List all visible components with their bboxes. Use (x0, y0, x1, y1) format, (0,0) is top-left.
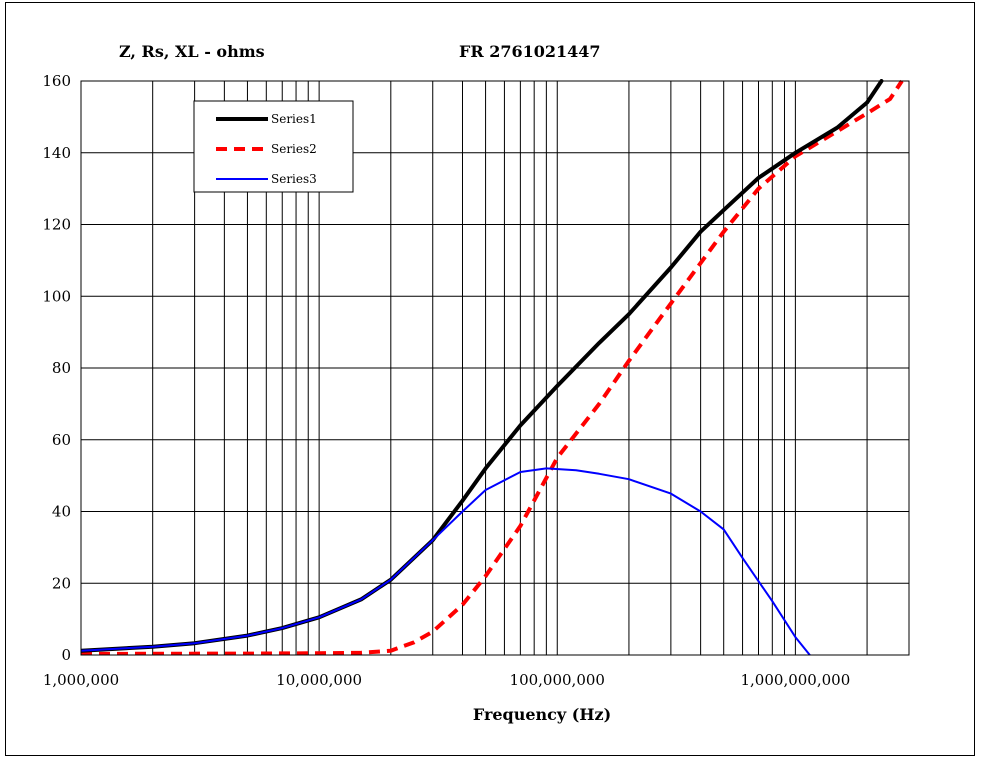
chart-svg: 0 20 40 60 80 100 120 140 160 1,000,000 10,000,000… (42, 42, 910, 724)
series-lines (81, 79, 904, 655)
legend-label-series3: Series3 (271, 172, 317, 186)
legend-label-series2: Series2 (271, 142, 317, 156)
x-tick-label: 10,000,000 (276, 671, 362, 689)
y-tick-label: 100 (42, 287, 71, 305)
plot-border (80, 80, 910, 656)
chart-title: FR 2761021447 (459, 42, 601, 61)
y-tick-label: 140 (42, 144, 71, 162)
chart-frame: 0 20 40 60 80 100 120 140 160 1,000,000 10,000,000… (5, 2, 975, 756)
y-axis-label: Z, Rs, XL - ohms (119, 42, 265, 61)
y-tick-label: 120 (42, 216, 71, 234)
legend-box (193, 100, 354, 193)
tick-labels: 0 20 40 60 80 100 120 140 160 1,000,000 10,000,000… (42, 72, 850, 689)
series-line-series3 (81, 467, 811, 655)
legend-label-series1: Series1 (271, 112, 317, 126)
y-tick-label: 80 (52, 359, 71, 377)
y-tick-label: 20 (52, 574, 71, 592)
x-tick-label: 1,000,000,000 (741, 671, 851, 689)
legend: Series1 Series2 Series3 (193, 100, 354, 193)
series-line-series2 (81, 79, 904, 655)
x-tick-label: 100,000,000 (510, 671, 605, 689)
x-axis-label: Frequency (Hz) (473, 705, 611, 724)
y-tick-label: 60 (52, 431, 71, 449)
y-tick-label: 40 (52, 503, 71, 521)
y-tick-label: 160 (42, 72, 71, 90)
x-tick-label: 1,000,000 (43, 671, 119, 689)
y-tick-label: 0 (61, 646, 71, 664)
